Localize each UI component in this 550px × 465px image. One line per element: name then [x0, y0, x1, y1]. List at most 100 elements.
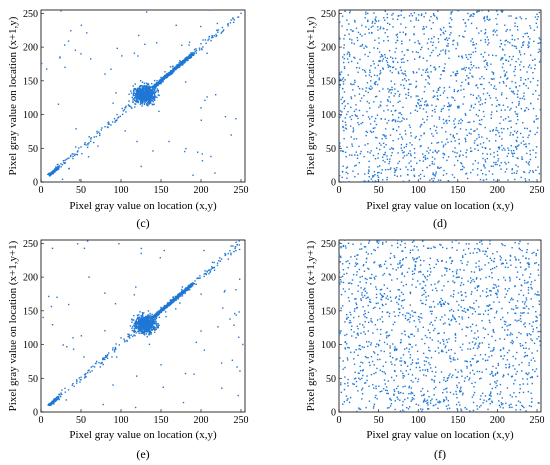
data-point [346, 177, 348, 179]
data-point [424, 155, 426, 157]
data-point [440, 29, 443, 31]
data-point [521, 97, 524, 99]
data-point [52, 172, 54, 174]
data-point [523, 171, 526, 174]
data-point [353, 43, 355, 45]
data-point [397, 39, 399, 42]
data-point [491, 111, 493, 113]
data-point [162, 77, 165, 79]
data-point [396, 33, 399, 36]
data-point [155, 317, 158, 320]
data-point [493, 151, 495, 154]
data-point [172, 298, 175, 300]
data-point [446, 122, 448, 124]
data-point [378, 142, 381, 144]
data-point [189, 286, 192, 289]
data-point [349, 53, 351, 56]
data-point [200, 47, 203, 50]
data-point [140, 98, 143, 100]
data-point [484, 28, 487, 31]
data-point [386, 104, 388, 107]
y-tick-label: 200 [23, 273, 38, 284]
data-point [85, 372, 87, 375]
data-point [454, 147, 456, 149]
data-point [379, 56, 382, 58]
data-point [87, 144, 89, 146]
data-point [142, 89, 144, 92]
data-point [141, 93, 143, 96]
data-point [363, 47, 365, 49]
data-point [359, 100, 362, 102]
data-point [479, 99, 482, 101]
data-point [421, 97, 423, 100]
data-point [402, 180, 405, 183]
data-point [407, 168, 409, 171]
data-point [192, 51, 194, 54]
data-point [168, 140, 170, 143]
data-point [161, 77, 164, 79]
data-point [166, 74, 168, 76]
data-point [426, 42, 429, 44]
data-point [507, 179, 509, 181]
data-point [442, 49, 444, 51]
data-point [403, 118, 405, 120]
data-point [134, 94, 137, 96]
data-point [151, 89, 153, 91]
data-point [133, 314, 135, 317]
data-point [496, 150, 499, 153]
data-point [386, 158, 389, 161]
data-point [426, 68, 428, 70]
data-point [386, 28, 388, 31]
data-point [537, 117, 539, 120]
data-point [144, 86, 147, 88]
data-point [183, 62, 186, 64]
data-point [387, 88, 389, 90]
data-point [152, 319, 155, 322]
data-point [153, 329, 156, 331]
data-point [361, 24, 363, 27]
data-point [173, 300, 175, 303]
data-point [418, 14, 420, 16]
data-point [461, 57, 464, 59]
data-point [469, 109, 471, 111]
data-point [501, 149, 504, 151]
data-point [133, 327, 136, 330]
data-point [154, 83, 156, 86]
data-point [522, 122, 524, 124]
data-point [169, 302, 171, 305]
data-point [490, 84, 492, 86]
data-point [477, 149, 479, 151]
data-point [500, 10, 503, 12]
data-point [352, 131, 354, 133]
data-point [338, 93, 341, 95]
data-point [403, 16, 405, 19]
data-point [343, 91, 346, 93]
data-point [380, 144, 382, 146]
data-point [339, 78, 342, 81]
data-point [518, 85, 521, 87]
data-point [144, 317, 147, 319]
data-point [534, 58, 536, 60]
data-point [532, 71, 534, 74]
data-point [154, 91, 156, 94]
data-point [342, 150, 345, 153]
data-point [395, 41, 397, 44]
data-point [146, 96, 149, 99]
data-point [424, 158, 427, 161]
data-point [403, 54, 406, 56]
data-point [138, 329, 141, 332]
data-point [145, 95, 148, 97]
data-point [135, 92, 138, 95]
data-point [148, 94, 150, 96]
data-point [421, 46, 423, 49]
data-point [450, 26, 452, 28]
data-point [57, 167, 59, 170]
data-point [522, 35, 524, 38]
data-point [400, 143, 403, 146]
data-point [145, 325, 148, 327]
data-point [375, 136, 377, 139]
data-point [505, 85, 508, 87]
data-point [445, 131, 447, 133]
y-tick-label: 150 [23, 76, 38, 87]
data-point [377, 29, 379, 31]
